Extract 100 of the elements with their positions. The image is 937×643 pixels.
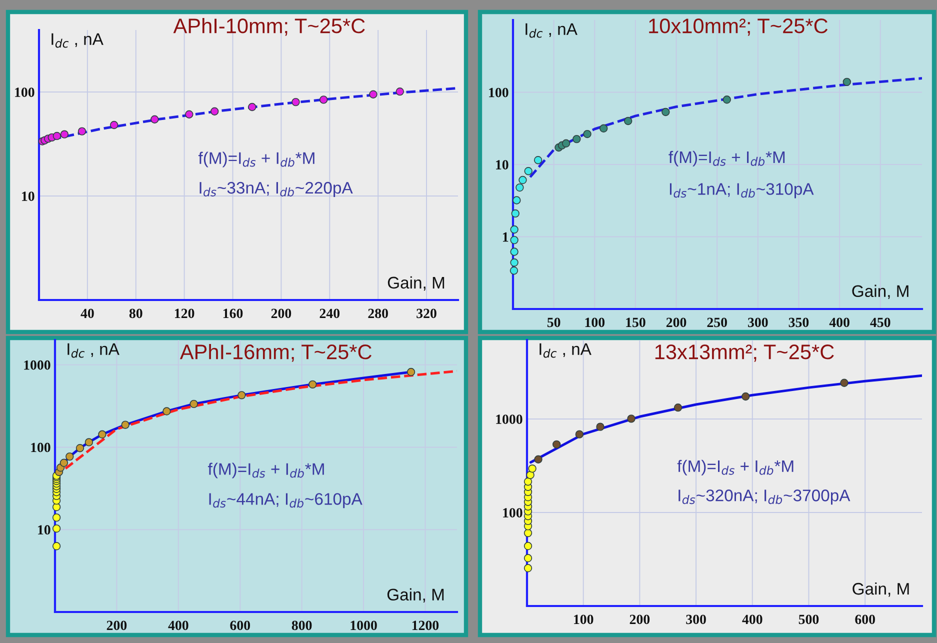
y-axis-title: I$_{dc}$ , nA [68,343,120,358]
x-tick-label: 150 [626,318,646,328]
x-tick-label: 200 [630,614,650,624]
chart-title: 13x13mm²; T~25*C [655,344,834,362]
y-tick-label: 10 [38,525,50,535]
x-tick-label: 200 [106,620,127,630]
point [308,380,317,389]
x-axis-title: Gain, M [852,582,909,597]
point [511,209,520,218]
annotation: I$_{ds}$~1nA; I$_{db}$~310pA [670,183,814,198]
point [369,90,378,98]
x-tick-label: 400 [168,620,188,630]
point [524,564,532,572]
x-tick-label: 120 [175,308,194,318]
point [110,120,118,130]
x-tick-label: 200 [271,308,292,318]
point [518,176,527,184]
point [552,440,561,449]
annotation: f(M)=I$_{ds}$ + I$_{db}$*M [198,152,314,168]
point [185,110,194,118]
point [583,130,592,138]
x-tick-label: 300 [748,318,768,328]
x-tick-label: 250 [707,318,727,328]
point [78,127,86,136]
x-tick-label: 280 [368,308,388,318]
point [842,78,851,86]
x-tick-label: 1000 [350,620,377,630]
point [98,430,106,438]
y-tick-label: 1 [503,232,508,242]
x-tick-label: 100 [574,614,594,624]
y-axis-title: I$_{dc}$ , nA [526,23,578,38]
chart-title: APhI-10mm; T~25*C [173,18,365,36]
chart-title: APhI-16mm; T~25*C [180,344,372,362]
x-tick-label: 600 [855,614,875,624]
x-axis-title: Gain, M [387,588,444,603]
point [600,124,608,132]
y-tick-label: 1000 [496,414,522,424]
point [674,403,682,412]
x-axis-title: Gain, M [388,276,444,291]
point [52,524,61,533]
x-tick-label: 500 [798,614,819,624]
annotation: f(M)=I$_{ds}$ + I$_{db}$*M [668,150,785,166]
point [52,132,62,140]
point [516,183,524,192]
point [121,420,130,429]
x-tick-label: 160 [223,308,243,318]
y-tick-label: 10 [496,160,508,170]
point [524,528,532,538]
point [66,452,74,461]
point [162,407,171,416]
annotation: I$_{ds}$~33nA; I$_{db}$~220pA [200,182,353,197]
point [524,542,532,550]
point [60,130,69,138]
point [319,96,328,104]
point [627,414,636,423]
line-series [528,77,922,178]
point [534,156,542,164]
x-tick-label: 50 [547,318,560,328]
point [190,400,198,408]
point [524,554,532,562]
point [510,258,518,267]
point [60,458,68,467]
point [572,134,581,144]
point [524,167,532,176]
point [396,87,404,96]
y-tick-label: 10 [22,192,34,201]
x-tick-label: 800 [292,620,312,630]
annotation: I$_{ds}$~44nA; I$_{db}$~610pA [209,493,362,508]
point [722,96,731,104]
point [534,455,542,464]
x-axis-title: Gain, M [852,284,908,300]
point [510,266,518,275]
point [248,102,256,112]
annotation: f(M)=I$_{ds}$ + I$_{db}$*M [208,462,324,478]
point [528,464,536,473]
y-tick-label: 100 [489,88,508,98]
x-tick-label: 320 [416,308,436,318]
point [840,378,848,387]
x-tick-label: 400 [742,614,762,624]
point [238,391,246,400]
point [524,478,532,486]
point [742,392,750,401]
x-tick-label: 80 [129,308,142,318]
point [406,368,416,376]
point [76,444,84,452]
point [662,108,670,116]
point [84,438,94,446]
y-tick-label: 1000 [24,360,50,370]
point [575,430,584,438]
point [510,225,518,234]
y-tick-label: 100 [503,508,522,518]
x-tick-label: 600 [230,620,250,630]
y-axis-title: I$_{dc}$ , nA [52,33,104,48]
x-tick-label: 450 [870,318,890,328]
point [292,98,300,106]
chart-title: 10x10mm²; T~25*C [649,18,828,36]
point [510,248,518,256]
y-axis-title: I$_{dc}$ , nA [540,343,592,358]
x-tick-label: 100 [585,318,605,328]
x-tick-label: 200 [666,318,686,328]
